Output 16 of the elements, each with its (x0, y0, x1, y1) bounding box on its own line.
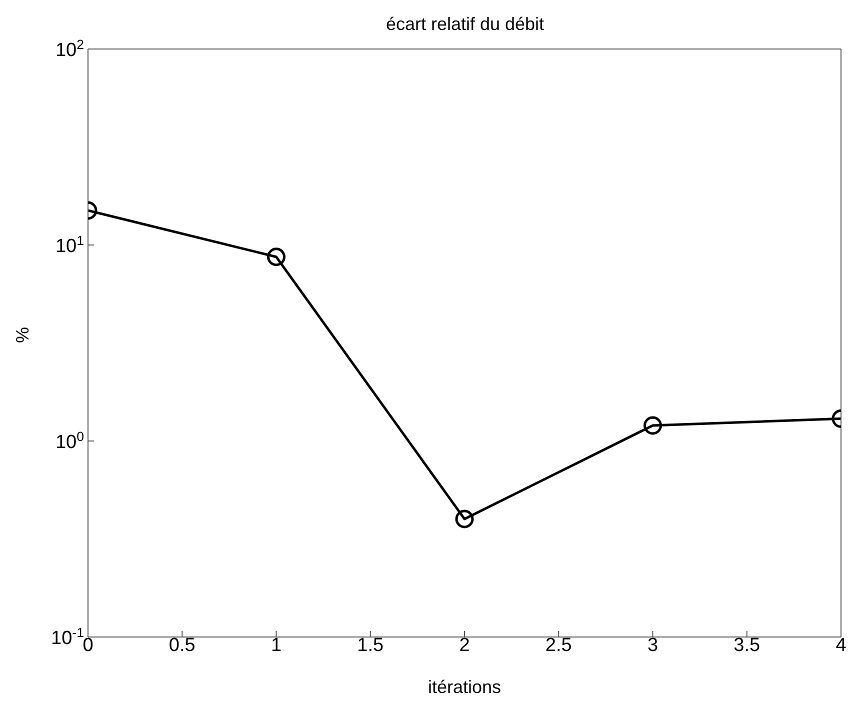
y-tick-label: 10$^{1}$ (55, 232, 84, 257)
chart-title: écart relatif du débit (386, 14, 544, 34)
x-tick-label: 0 (82, 635, 94, 656)
y-tick-label: 10$^{-1}$ (51, 624, 84, 649)
x-axis-title: itérations (428, 677, 502, 697)
x-tick-label: 0.5 (168, 635, 196, 656)
y-tick-label: 10$^{2}$ (55, 36, 84, 61)
x-tick-label: 2 (459, 635, 470, 656)
x-tick-label: 3.5 (734, 635, 760, 656)
x-tick-label: 1.5 (357, 635, 384, 656)
x-tick-label: 2.5 (545, 635, 572, 656)
x-tick-label: 4 (836, 635, 847, 656)
x-tick-label: 1 (270, 635, 282, 656)
y-tick-label: 10$^{0}$ (55, 428, 84, 453)
y-axis-title: % (12, 326, 32, 343)
x-tick-label: 3 (647, 635, 658, 656)
